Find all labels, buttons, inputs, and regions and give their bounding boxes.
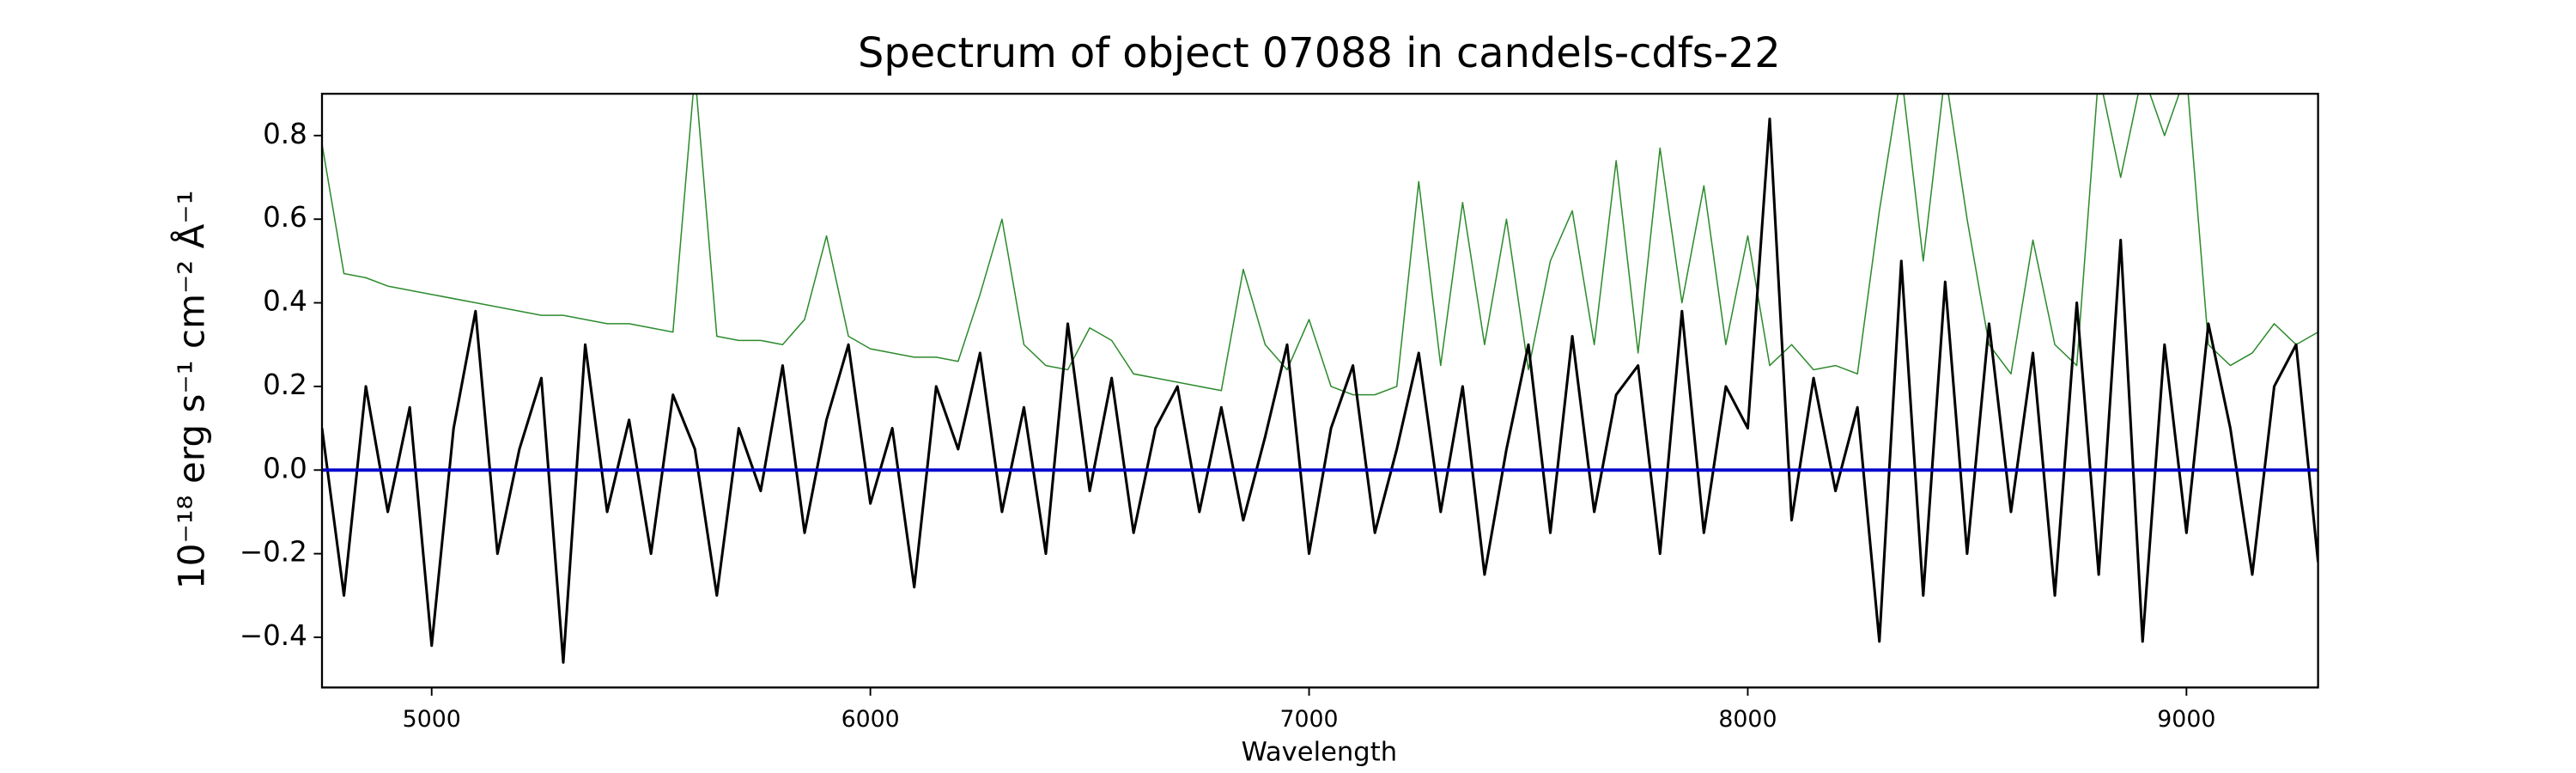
x-tick-label: 7000 [1279, 706, 1338, 733]
y-tick-label: −0.4 [240, 619, 307, 652]
plot-frame [320, 93, 2319, 689]
y-tick-label: 0.0 [263, 452, 307, 484]
x-tick-label: 9000 [2157, 706, 2215, 733]
y-tick-label: 0.8 [263, 118, 307, 150]
x-tick-label: 8000 [1718, 706, 1777, 733]
y-tick-label: −0.2 [240, 536, 307, 569]
plot-lines [322, 94, 2318, 664]
x-axis-label: Wavelength [1242, 738, 1398, 768]
y-tick-label: 0.4 [263, 285, 307, 318]
x-tick-label: 6000 [841, 706, 900, 733]
x-tick-label: 5000 [403, 706, 461, 733]
y-tick-label: 0.2 [263, 368, 307, 401]
series-line [322, 117, 2318, 664]
y-axis-label: 10⁻¹⁸ erg s⁻¹ cm⁻² Å⁻¹ [169, 191, 212, 590]
series-line [322, 94, 2318, 396]
chart-title: Spectrum of object 07088 in candels-cdfs… [858, 30, 1781, 77]
y-tick-label: 0.6 [263, 201, 307, 234]
